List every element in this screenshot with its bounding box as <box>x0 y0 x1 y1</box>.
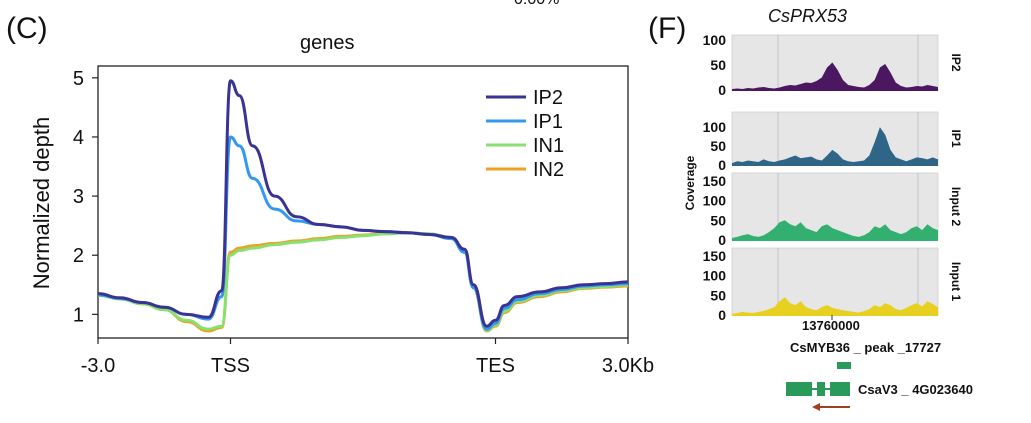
legend-label-in1: IN1 <box>533 135 564 157</box>
gene-label: CsaV3 _ 4G023640 <box>858 382 973 397</box>
track-name-2: Input 2 <box>949 187 963 227</box>
strand-arrow-head <box>812 403 820 411</box>
peak-label: CsMYB36 _ peak _17727 <box>790 340 942 355</box>
coverage-area-3 <box>732 297 938 315</box>
gene-exon-3 <box>830 382 850 396</box>
y-tick-label-1: 2 <box>73 245 84 267</box>
track-name-1: IP1 <box>949 129 963 147</box>
track-2-tick-0: 0 <box>718 232 726 248</box>
x-tick-label-1: TSS <box>211 355 250 377</box>
coverage-area-0 <box>732 62 938 90</box>
panel-f-ylabel: Coverage <box>683 155 697 211</box>
track-3-tick-3: 150 <box>703 248 727 264</box>
x-tick-label-0: -3.0 <box>81 355 115 377</box>
series-line-ip2 <box>97 79 629 328</box>
track-3-tick-0: 0 <box>718 307 726 323</box>
coverage-area-2 <box>732 220 938 240</box>
coverage-area-1 <box>732 127 938 165</box>
y-tick-label-0: 1 <box>73 304 84 326</box>
track-1-tick-2: 100 <box>703 119 727 135</box>
peak-box <box>837 362 851 369</box>
panel-f-letter: (F) <box>648 12 687 45</box>
panel-f-x-tick-label: 13760000 <box>802 318 860 333</box>
track-name-0: IP2 <box>949 53 963 71</box>
panel-c-title: genes <box>300 32 355 54</box>
legend-label-ip1: IP1 <box>533 111 563 133</box>
x-tick-label-2: TES <box>476 355 515 377</box>
track-bg-2 <box>731 172 939 241</box>
track-3-tick-1: 50 <box>710 287 726 303</box>
track-0-tick-0: 0 <box>718 82 726 98</box>
y-tick-label-4: 5 <box>73 68 84 90</box>
track-0-tick-1: 50 <box>710 57 726 73</box>
panel-c-letter: (C) <box>6 12 48 45</box>
series-line-in1 <box>97 231 629 332</box>
x-tick-label-3: 3.0Kb <box>602 355 654 377</box>
panel-c-plot-frame <box>97 65 629 339</box>
legend-label-in2: IN2 <box>533 159 564 181</box>
panel-f-gene-title: CsPRX53 <box>768 6 848 26</box>
panel-c-ylabel: Normalized depth <box>29 116 54 290</box>
track-name-3: Input 1 <box>949 262 963 302</box>
track-1-tick-0: 0 <box>718 157 726 173</box>
track-2-tick-3: 150 <box>703 173 727 189</box>
legend-label-ip2: IP2 <box>533 87 563 109</box>
track-2-tick-2: 100 <box>703 193 727 209</box>
track-0-tick-2: 100 <box>703 32 727 48</box>
y-tick-label-2: 3 <box>73 186 84 208</box>
top-clipped-text: 0.00% <box>514 0 559 9</box>
track-bg-3 <box>731 247 939 316</box>
gene-exon-1 <box>786 382 812 396</box>
track-2-tick-1: 50 <box>710 212 726 228</box>
gene-exon-2 <box>817 382 825 396</box>
y-tick-label-3: 4 <box>73 127 84 149</box>
track-3-tick-2: 100 <box>703 268 727 284</box>
track-1-tick-1: 50 <box>710 138 726 154</box>
